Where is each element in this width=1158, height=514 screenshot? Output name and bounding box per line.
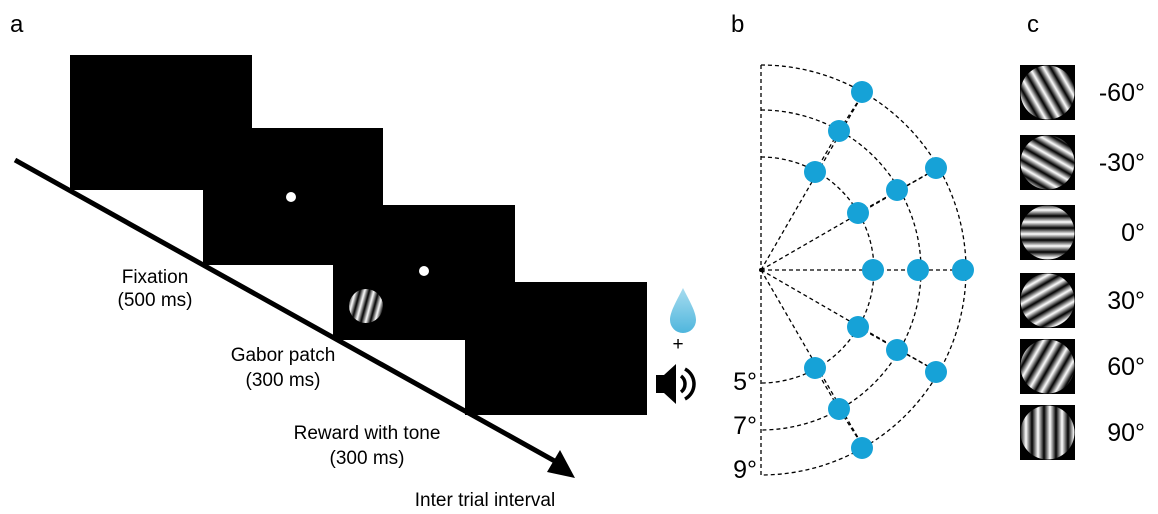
figure: a b c Fixation (500 ms) Gabor patch (300… [0,0,1158,514]
fixation-dot [286,192,296,202]
screens [70,55,647,415]
eccentricity-label: 9° [733,456,757,484]
eccentricity-label: 5° [733,368,757,396]
orientation-label: 90° [1107,419,1145,447]
screen [465,282,647,415]
water-drop [670,288,696,333]
center [759,268,763,272]
orientation-label: 60° [1107,353,1145,381]
stage-duration: (300 ms) [330,448,405,469]
stage-duration: (500 ms) [118,290,193,311]
stage-name: Fixation [122,267,189,288]
arrow-head [547,450,575,478]
end-label: Inter trial interval [415,490,555,511]
panel-label: b [731,11,744,38]
plus: + [672,334,683,355]
stage-duration: (300 ms) [246,370,321,391]
orientation-label: -30° [1099,149,1145,177]
eccentricity-label: 7° [733,412,757,440]
stage-name: Reward with tone [294,423,441,444]
orientation-stimuli [1020,65,1075,460]
orientation-label: 0° [1121,219,1145,247]
speaker-icon [656,364,694,404]
stage-name: Gabor patch [231,345,336,366]
panel-label: c [1027,11,1039,38]
fixation-dot [419,266,429,276]
panel-label: a [10,11,24,38]
orientation-label: -60° [1099,79,1145,107]
orientation-label: 30° [1107,287,1145,315]
gabor-patch [349,289,383,323]
